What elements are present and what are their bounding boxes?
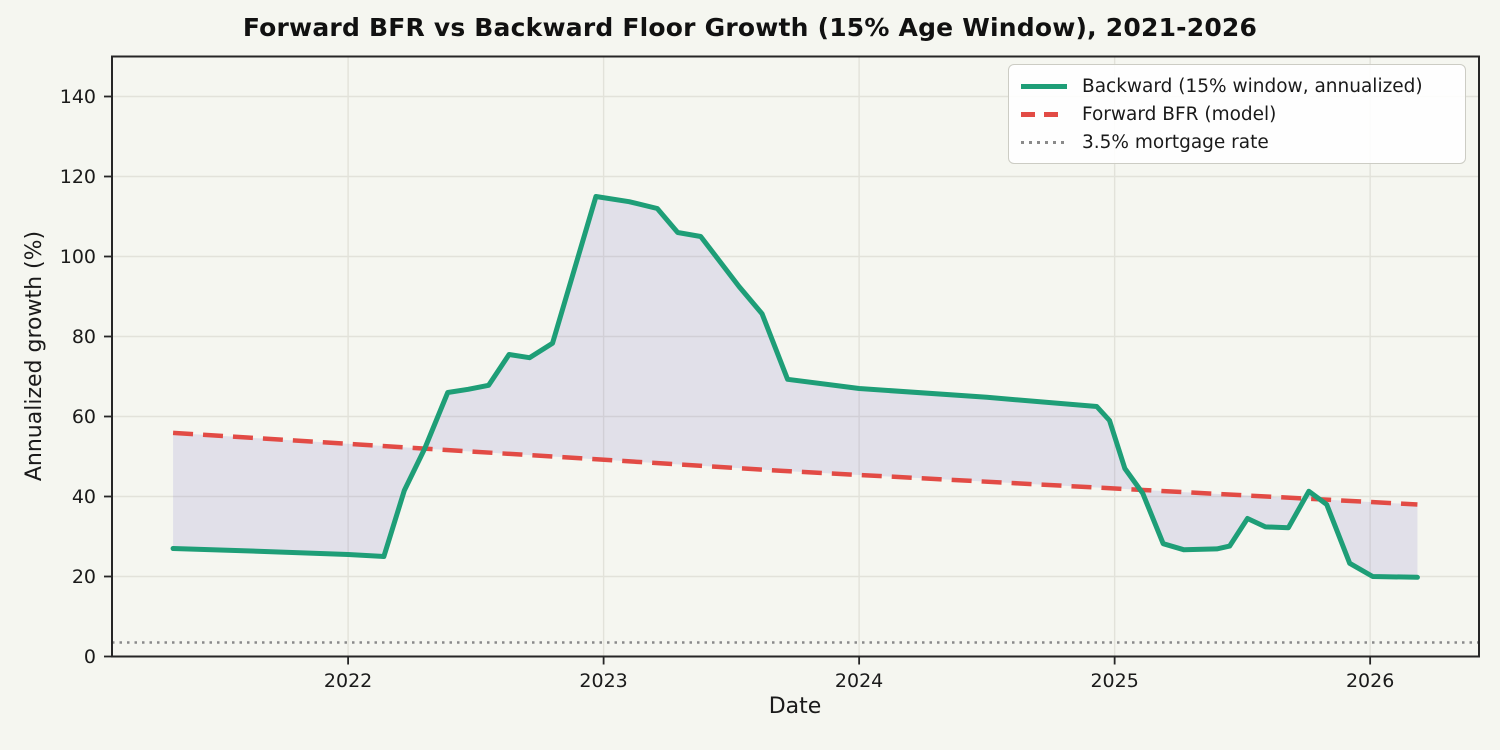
legend-item-mortgage-rate: 3.5% mortgage rate — [1021, 128, 1453, 156]
y-tick-label: 40 — [71, 485, 96, 508]
y-tick-label: 20 — [71, 565, 96, 588]
mortgage-rate-line-swatch — [1021, 140, 1067, 144]
x-axis-label: Date — [768, 694, 822, 719]
legend-item-forward-bfr: Forward BFR (model) — [1021, 100, 1453, 128]
y-tick-label: 120 — [59, 165, 96, 188]
legend-item-backward: Backward (15% window, annualized) — [1021, 72, 1453, 100]
legend-label-forward-bfr: Forward BFR (model) — [1082, 103, 1277, 125]
y-tick-label: 140 — [59, 85, 96, 108]
x-tick-label: 2025 — [1090, 669, 1139, 692]
x-tick-label: 2023 — [579, 669, 628, 692]
forward-bfr-line — [172, 430, 1418, 507]
axes-spines — [111, 55, 1480, 658]
x-tick-label: 2024 — [834, 669, 884, 692]
y-tick-label: 60 — [71, 405, 96, 428]
x-tick-label: 2022 — [323, 669, 373, 692]
y-tick-label: 0 — [83, 645, 96, 668]
backward-line — [170, 194, 1420, 580]
legend-label-mortgage-rate: 3.5% mortgage rate — [1082, 131, 1269, 153]
backward-line-swatch — [1021, 83, 1067, 89]
x-tick-label: 2026 — [1345, 669, 1395, 692]
legend: Backward (15% window, annualized) Forwar… — [1008, 64, 1466, 164]
legend-label-backward: Backward (15% window, annualized) — [1082, 75, 1423, 97]
forward-bfr-line-swatch — [1021, 111, 1067, 117]
chart-title: Forward BFR vs Backward Floor Growth (15… — [242, 13, 1258, 42]
y-tick-label: 100 — [59, 245, 96, 268]
y-tick-label: 80 — [71, 325, 96, 348]
fill-between-band — [173, 196, 1418, 578]
